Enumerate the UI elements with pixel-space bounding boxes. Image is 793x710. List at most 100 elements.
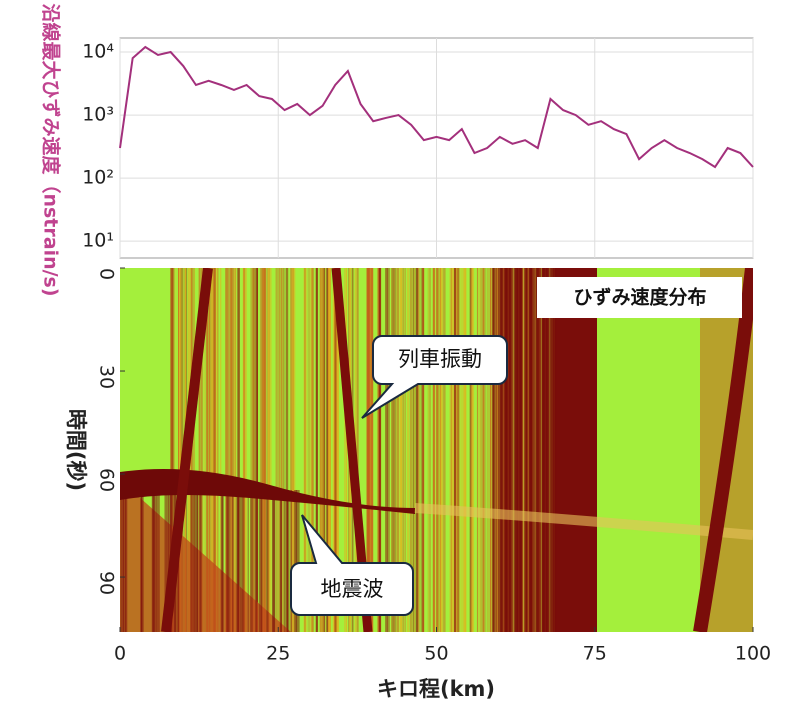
texture <box>295 490 298 632</box>
texture <box>178 268 181 632</box>
texture <box>326 268 329 632</box>
callout: 列車振動 <box>361 335 508 419</box>
texture <box>243 268 246 632</box>
texture <box>286 490 290 632</box>
texture <box>263 268 267 632</box>
x-tick-label: 75 <box>583 643 607 665</box>
y-axis-label: 時間(秒) <box>64 409 88 491</box>
texture <box>206 268 209 632</box>
texture <box>210 268 214 632</box>
texture <box>492 268 494 632</box>
texture <box>453 268 456 632</box>
texture <box>410 268 414 632</box>
texture <box>190 490 193 632</box>
texture <box>293 268 294 632</box>
texture <box>258 490 262 632</box>
texture <box>345 268 348 632</box>
texture <box>469 268 472 632</box>
texture <box>483 268 485 632</box>
texture <box>495 268 497 632</box>
annotation: 列車振動 <box>398 347 482 371</box>
texture <box>442 268 446 632</box>
y-axis-label: 沿線最大ひずみ速度（nstrain/s) <box>40 3 63 296</box>
texture <box>536 268 540 632</box>
texture <box>226 268 230 632</box>
texture <box>229 268 233 632</box>
texture <box>199 490 202 632</box>
texture <box>290 490 292 632</box>
texture <box>510 268 514 632</box>
texture <box>391 268 394 632</box>
texture <box>378 268 382 632</box>
x-tick-label: 25 <box>266 643 290 665</box>
texture <box>454 268 456 632</box>
y-tick-label: 10¹ <box>82 230 114 252</box>
texture <box>429 268 431 632</box>
texture <box>200 268 203 632</box>
texture <box>321 268 323 632</box>
texture <box>232 490 234 632</box>
texture <box>367 268 371 632</box>
heatmap-image <box>120 268 753 632</box>
y-tick-label: 60 <box>96 468 118 492</box>
texture <box>344 268 346 632</box>
texture <box>415 268 419 632</box>
texture <box>217 268 219 632</box>
texture <box>405 268 407 632</box>
texture <box>435 268 439 632</box>
texture <box>480 268 484 632</box>
texture <box>280 268 283 632</box>
texture <box>534 268 536 632</box>
texture <box>309 268 313 632</box>
texture <box>285 268 289 632</box>
texture <box>420 268 422 632</box>
texture <box>336 268 339 632</box>
texture <box>520 268 523 632</box>
texture <box>168 490 170 632</box>
texture <box>252 268 256 632</box>
texture <box>283 268 285 632</box>
texture <box>205 268 208 632</box>
texture <box>261 268 265 632</box>
texture <box>122 490 124 632</box>
texture <box>120 490 122 632</box>
texture <box>267 268 270 632</box>
texture <box>209 268 210 632</box>
texture <box>236 490 238 632</box>
texture <box>463 268 466 632</box>
texture <box>290 268 292 632</box>
texture <box>409 268 412 632</box>
texture <box>170 268 173 632</box>
texture <box>164 490 167 632</box>
texture <box>260 268 263 632</box>
texture <box>470 268 473 632</box>
texture <box>230 268 233 632</box>
x-tick-label: 50 <box>424 643 448 665</box>
texture <box>489 268 492 632</box>
annotation: 地震波 <box>321 577 384 601</box>
texture <box>321 268 324 632</box>
texture <box>266 490 268 632</box>
texture <box>246 268 247 632</box>
texture <box>377 268 380 632</box>
texture <box>450 268 452 632</box>
texture <box>203 268 205 632</box>
texture <box>439 268 443 632</box>
texture <box>255 268 258 632</box>
texture <box>397 268 399 632</box>
texture <box>214 268 216 632</box>
texture <box>294 268 296 632</box>
texture <box>208 268 212 632</box>
texture <box>538 268 542 632</box>
texture <box>478 268 481 632</box>
texture <box>242 268 246 632</box>
texture <box>449 268 452 632</box>
texture <box>157 490 160 632</box>
texture <box>457 268 460 632</box>
texture <box>456 268 459 632</box>
texture <box>528 268 532 632</box>
annotation: ひずみ速度分布 <box>573 286 706 309</box>
texture <box>140 490 144 632</box>
y-tick-label: 90 <box>96 571 118 595</box>
texture <box>242 490 245 632</box>
